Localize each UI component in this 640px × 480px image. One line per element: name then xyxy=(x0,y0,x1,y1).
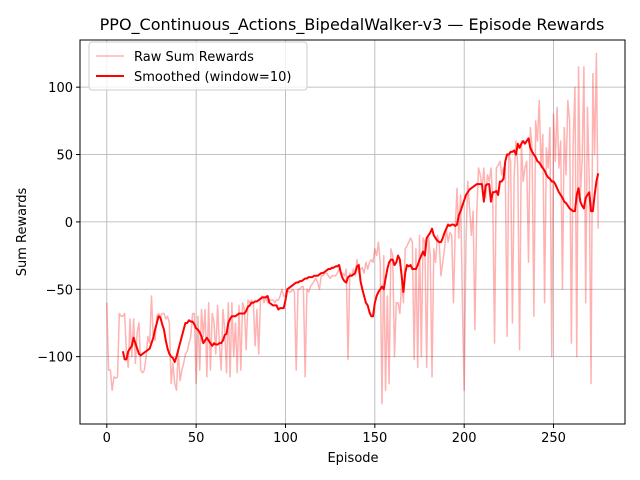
plot-frame xyxy=(79,39,626,425)
legend: Raw Sum Rewards Smoothed (window=10) xyxy=(88,41,308,91)
legend-label-raw: Raw Sum Rewards xyxy=(134,50,254,65)
y-tick-label: 100 xyxy=(48,81,73,96)
series-line-smoothed xyxy=(121,137,600,364)
chart-title: PPO_Continuous_Actions_BipedalWalker-v3 … xyxy=(100,15,605,35)
legend-label-smoothed: Smoothed (window=10) xyxy=(134,70,291,85)
legend-box xyxy=(88,41,308,91)
y-tick-label: 50 xyxy=(56,149,73,164)
x-tick-label: 200 xyxy=(452,431,477,446)
y-tick-label: 0 xyxy=(65,216,73,231)
y-tick-label: −50 xyxy=(46,283,73,298)
ticks: 0 50 100 150 200 250 −100 −50 0 50 100 xyxy=(37,81,566,446)
y-tick-label: −100 xyxy=(37,351,73,366)
x-tick-label: 250 xyxy=(541,431,566,446)
series-line-raw xyxy=(106,52,599,405)
y-axis-label: Sum Rewards xyxy=(15,188,30,277)
x-axis-label: Episode xyxy=(327,451,378,466)
series-layer xyxy=(106,52,600,405)
x-tick-label: 50 xyxy=(188,431,205,446)
x-tick-label: 100 xyxy=(273,431,298,446)
x-tick-label: 150 xyxy=(362,431,387,446)
x-tick-label: 0 xyxy=(103,431,111,446)
